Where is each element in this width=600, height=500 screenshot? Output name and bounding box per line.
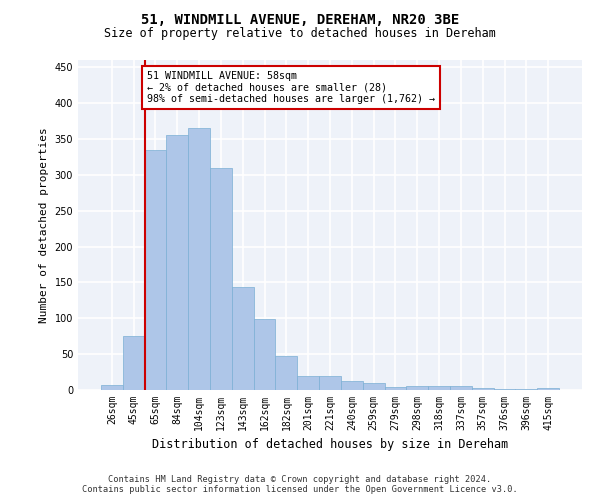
Bar <box>494 388 515 390</box>
Bar <box>123 336 145 390</box>
Bar <box>428 386 450 390</box>
Text: Contains HM Land Registry data © Crown copyright and database right 2024.
Contai: Contains HM Land Registry data © Crown c… <box>82 474 518 494</box>
Bar <box>341 380 363 390</box>
Bar <box>472 388 494 390</box>
Bar <box>101 385 123 390</box>
Bar <box>450 386 472 390</box>
Bar <box>363 383 385 390</box>
Bar <box>319 376 341 390</box>
Bar <box>406 386 428 390</box>
Bar <box>166 136 188 390</box>
Text: 51, WINDMILL AVENUE, DEREHAM, NR20 3BE: 51, WINDMILL AVENUE, DEREHAM, NR20 3BE <box>141 12 459 26</box>
Bar <box>232 288 254 390</box>
Bar <box>254 319 275 390</box>
Text: Size of property relative to detached houses in Dereham: Size of property relative to detached ho… <box>104 28 496 40</box>
Bar <box>145 150 166 390</box>
Y-axis label: Number of detached properties: Number of detached properties <box>39 127 49 323</box>
Bar <box>210 168 232 390</box>
Bar <box>537 388 559 390</box>
Bar <box>275 356 297 390</box>
Bar <box>297 376 319 390</box>
X-axis label: Distribution of detached houses by size in Dereham: Distribution of detached houses by size … <box>152 438 508 452</box>
Bar <box>385 387 406 390</box>
Text: 51 WINDMILL AVENUE: 58sqm
← 2% of detached houses are smaller (28)
98% of semi-d: 51 WINDMILL AVENUE: 58sqm ← 2% of detach… <box>147 71 435 104</box>
Bar <box>188 128 210 390</box>
